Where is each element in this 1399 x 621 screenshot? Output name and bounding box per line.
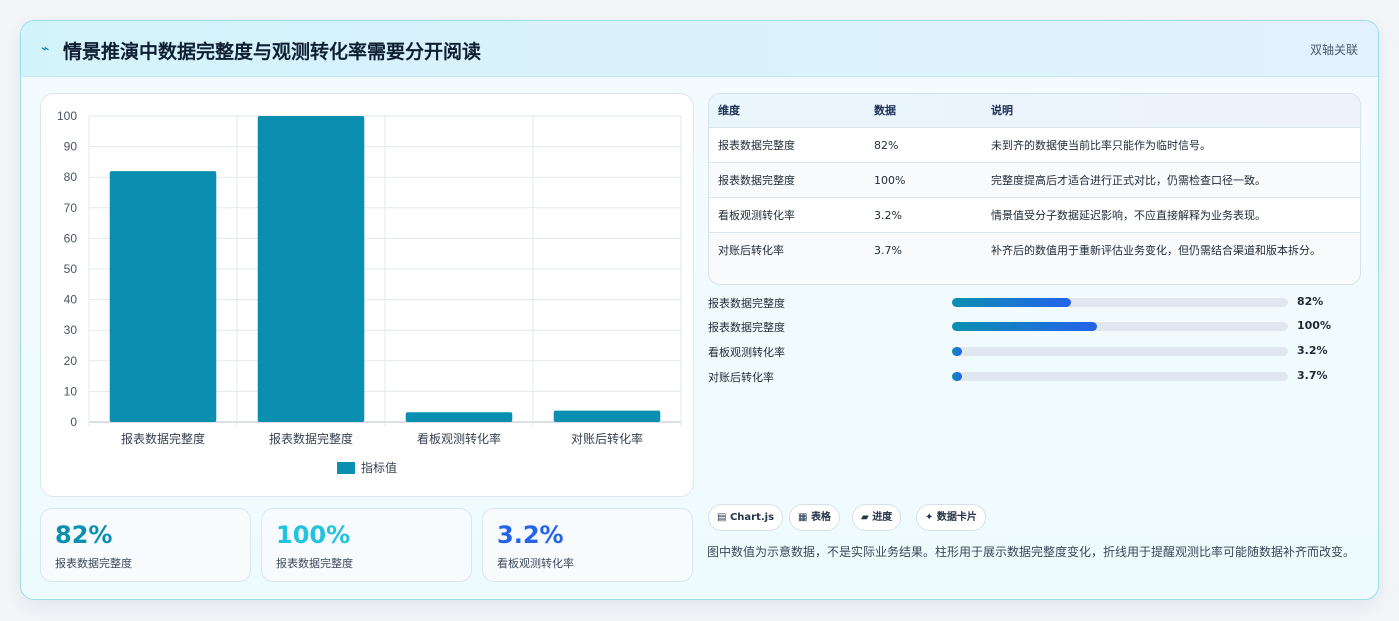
kpi-label: 报表数据完整度 xyxy=(55,557,132,570)
table-cell: 未到齐的数据使当前比率只能作为临时信号。 xyxy=(991,139,1211,152)
bar xyxy=(109,171,217,422)
progress-track xyxy=(952,298,1288,307)
bar xyxy=(257,116,365,422)
y-tick-label: 20 xyxy=(64,354,78,368)
table-icon: ▦ xyxy=(798,512,808,523)
chip-label: 进度 xyxy=(872,512,893,523)
progress-label: 报表数据完整度 xyxy=(708,297,785,310)
y-tick-label: 50 xyxy=(64,262,78,276)
chip-chartjs[interactable]: ▤ Chart.js xyxy=(708,504,784,531)
bar-chart-panel: 0 10 20 30 40 50 60 70 80 90 100 报表数据完整度 报表数据完整度 看板观测… xyxy=(40,93,694,497)
kpi-card-completeness-full: 100% 报表数据完整度 xyxy=(261,508,472,582)
y-tick-label: 100 xyxy=(57,109,77,123)
progress-row: 对账后转化率 3.7% xyxy=(708,367,1361,387)
footnote: 图中数值为示意数据，不是实际业务结果。柱形用于展示数据完整度变化，折线用于提醒观… xyxy=(707,545,1356,559)
table-cell: 3.2% xyxy=(874,209,902,222)
legend-swatch xyxy=(337,462,355,474)
progress-fill xyxy=(952,298,1072,307)
y-tick-label: 0 xyxy=(70,415,77,429)
table-row: 对账后转化率 3.7% 补齐后的数值用于重新评估业务变化，但仍需结合渠道和版本拆… xyxy=(709,232,1360,284)
progress-label: 看板观测转化率 xyxy=(708,346,785,359)
card-header: ⌁ 情景推演中数据完整度与观测转化率需要分开阅读 双轴关联 xyxy=(21,21,1378,77)
progress-label: 对账后转化率 xyxy=(708,371,774,384)
table-cell: 完整度提高后才适合进行正式对比，仍需检查口径一致。 xyxy=(991,174,1266,187)
table-cell: 3.7% xyxy=(874,244,902,257)
progress-row: 报表数据完整度 82% xyxy=(708,293,1361,313)
progress-fill xyxy=(952,372,963,381)
bolt-icon: ⌁ xyxy=(41,41,50,57)
chart-icon: ▤ xyxy=(717,512,727,523)
kpi-card-completeness: 82% 报表数据完整度 xyxy=(40,508,251,582)
y-tick-label: 10 xyxy=(64,384,78,398)
table-row: 报表数据完整度 82% 未到齐的数据使当前比率只能作为临时信号。 xyxy=(709,127,1360,162)
x-tick-label: 报表数据完整度 xyxy=(121,431,205,446)
data-table: 维度 数据 说明 报表数据完整度 82% 未到齐的数据使当前比率只能作为临时信号… xyxy=(708,93,1361,285)
x-tick-label: 看板观测转化率 xyxy=(417,431,501,446)
progress-value: 3.7% xyxy=(1297,369,1328,382)
table-header-data: 数据 xyxy=(874,104,896,117)
progress-track xyxy=(952,347,1288,356)
kpi-card-conversion: 3.2% 看板观测转化率 xyxy=(482,508,693,582)
kpi-value: 3.2% xyxy=(497,521,564,549)
x-tick-label: 报表数据完整度 xyxy=(269,431,353,446)
chip-table[interactable]: ▦ 表格 xyxy=(789,504,840,531)
y-tick-label: 90 xyxy=(64,140,78,154)
table-header-description: 说明 xyxy=(991,104,1013,117)
chip-progress[interactable]: ▰ 进度 xyxy=(852,504,902,531)
kpi-value: 82% xyxy=(55,521,113,549)
sparkle-icon: ✦ xyxy=(925,512,934,523)
x-tick-label: 对账后转化率 xyxy=(571,431,643,446)
table-cell: 报表数据完整度 xyxy=(718,139,795,152)
y-tick-label: 70 xyxy=(64,201,78,215)
table-cell: 看板观测转化率 xyxy=(718,209,795,222)
progress-track xyxy=(952,322,1288,331)
table-cell: 82% xyxy=(874,139,899,152)
progress-row: 报表数据完整度 100% xyxy=(708,317,1361,337)
chip-label: 表格 xyxy=(810,512,831,523)
bar xyxy=(553,410,661,422)
table-row: 看板观测转化率 3.2% 情景值受分子数据延迟影响，不应直接解释为业务表现。 xyxy=(709,197,1360,232)
table-cell: 100% xyxy=(874,174,906,187)
table-cell: 报表数据完整度 xyxy=(718,174,795,187)
progress-row: 看板观测转化率 3.2% xyxy=(708,342,1361,362)
progress-track xyxy=(952,372,1288,381)
page-title: 情景推演中数据完整度与观测转化率需要分开阅读 xyxy=(63,41,482,63)
dual-axis-badge[interactable]: 双轴关联 xyxy=(1309,43,1358,57)
progress-value: 100% xyxy=(1297,319,1331,332)
chip-label: 数据卡片 xyxy=(936,512,977,523)
bar-chart: 0 10 20 30 40 50 60 70 80 90 100 报表数据完整度 报表数据完整度 看板观测… xyxy=(57,109,682,475)
dashboard-card: ⌁ 情景推演中数据完整度与观测转化率需要分开阅读 双轴关联 0 10 20 30 40 5… xyxy=(20,20,1379,600)
progress-list: 报表数据完整度 82% 报表数据完整度 100% 看板观测转化率 3.2% 对账… xyxy=(708,291,1361,391)
table-header-row: 维度 数据 说明 xyxy=(709,94,1360,127)
kpi-value: 100% xyxy=(276,521,351,549)
progress-value: 82% xyxy=(1297,295,1324,308)
progress-label: 报表数据完整度 xyxy=(708,321,785,334)
legend-label: 指标值 xyxy=(361,460,397,475)
table-cell: 补齐后的数值用于重新评估业务变化，但仍需结合渠道和版本拆分。 xyxy=(991,244,1321,257)
y-tick-label: 60 xyxy=(64,231,78,245)
table-header-dimension: 维度 xyxy=(718,104,740,117)
progress-icon: ▰ xyxy=(861,512,869,523)
table-cell: 情景值受分子数据延迟影响，不应直接解释为业务表现。 xyxy=(991,209,1266,222)
bar xyxy=(405,412,513,422)
chip-data-card[interactable]: ✦ 数据卡片 xyxy=(916,504,986,531)
progress-value: 3.2% xyxy=(1297,344,1328,357)
table-cell: 对账后转化率 xyxy=(718,244,784,257)
table-row: 报表数据完整度 100% 完整度提高后才适合进行正式对比，仍需检查口径一致。 xyxy=(709,162,1360,197)
y-tick-label: 40 xyxy=(64,293,78,307)
kpi-label: 报表数据完整度 xyxy=(276,557,353,570)
kpi-label: 看板观测转化率 xyxy=(497,557,574,570)
y-tick-label: 30 xyxy=(64,323,78,337)
progress-fill xyxy=(952,322,1098,331)
progress-fill xyxy=(952,347,963,356)
chip-label: Chart.js xyxy=(729,512,775,523)
y-tick-label: 80 xyxy=(64,170,78,184)
